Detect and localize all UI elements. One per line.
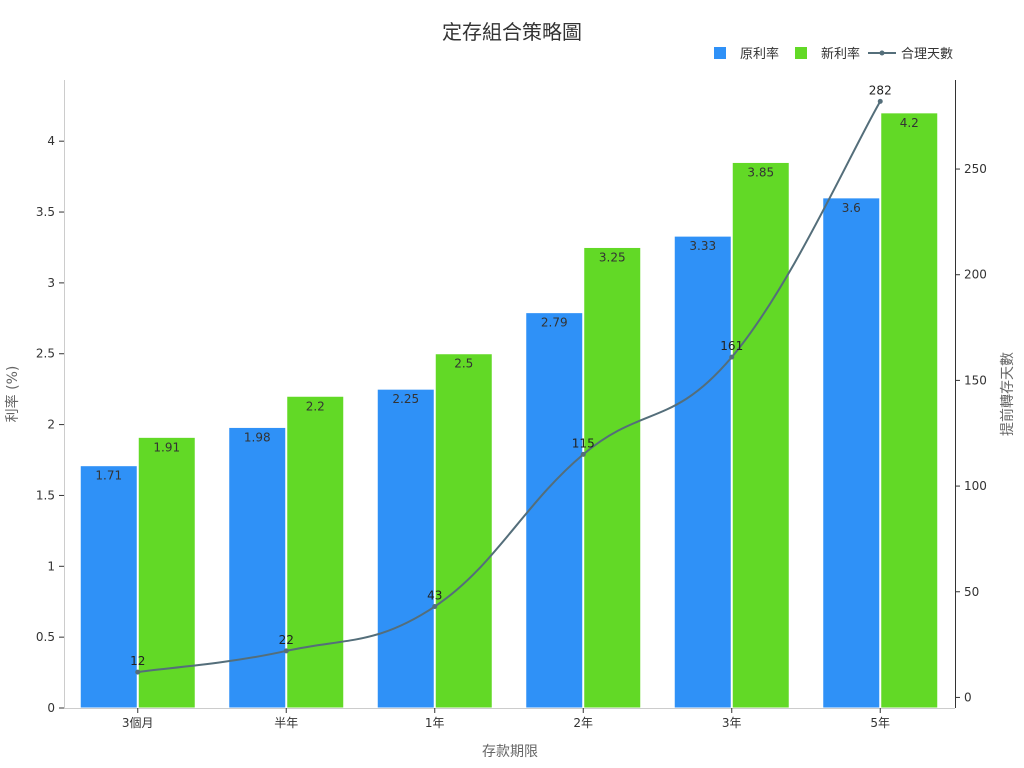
x-axis-title: 存款期限	[482, 744, 538, 760]
bar-original-rate	[228, 426, 287, 709]
line-value-label: 115	[572, 436, 595, 450]
line-value-label: 43	[427, 589, 442, 603]
bar-value-label: 4.2	[900, 116, 919, 130]
bar-original-rate	[525, 312, 584, 709]
y2-axis-title: 提前轉存天數	[999, 352, 1016, 436]
legend-line-marker	[879, 50, 885, 56]
bar-value-label: 1.71	[95, 469, 122, 483]
bar-original-rate	[376, 388, 435, 709]
bar-original-rate	[673, 235, 732, 709]
line-series: 12 22 43 115 161 282	[130, 83, 892, 675]
bar-new-rate	[286, 395, 345, 709]
legend-label: 新利率	[821, 46, 860, 62]
y-tick-label: 3	[47, 276, 55, 290]
legend-label: 原利率	[740, 46, 779, 62]
bar-value-label: 2.5	[454, 357, 473, 371]
bar-value-label: 3.25	[599, 250, 626, 264]
x-tick-label: 3年	[722, 716, 742, 730]
legend-swatch	[714, 47, 726, 59]
y2-tick-label: 200	[964, 268, 987, 282]
y-axis-title: 利率 (%)	[4, 366, 21, 423]
line-point	[729, 354, 735, 360]
y2-tick-label: 250	[964, 162, 987, 176]
y-tick-label: 4	[47, 134, 55, 148]
bar-new-rate	[880, 112, 939, 709]
x-ticks: 3個月 半年 1年 2年 3年 5年	[122, 708, 890, 730]
axes	[64, 80, 956, 709]
bar-new-rate	[434, 353, 493, 709]
line-value-label: 161	[720, 339, 743, 353]
y-tick-label: 1.5	[36, 488, 55, 502]
chart-title: 定存組合策略圖	[442, 20, 582, 44]
line-value-label: 282	[869, 83, 892, 97]
x-tick-label: 5年	[870, 716, 890, 730]
line-point	[135, 669, 141, 675]
bar-value-label: 3.6	[842, 201, 861, 215]
legend: 原利率 新利率 合理天數	[714, 46, 953, 62]
bars	[79, 112, 939, 709]
y2-tick-label: 0	[964, 690, 972, 704]
line-point	[580, 451, 586, 457]
y2-tick-label: 150	[964, 373, 987, 387]
y-tick-label: 0.5	[36, 630, 55, 644]
bar-original-rate	[79, 465, 138, 709]
y2-tick-label: 100	[964, 479, 987, 493]
y-tick-label: 2.5	[36, 347, 55, 361]
y-tick-label: 3.5	[36, 205, 55, 219]
y2-tick-label: 50	[964, 585, 979, 599]
bar-original-rate	[822, 197, 881, 709]
line-point	[283, 648, 289, 654]
y2-ticks: 0 50 100 150 200 250	[955, 162, 987, 704]
y-ticks: 0 0.5 1 1.5 2 2.5 3 3.5 4	[36, 134, 64, 715]
bar-new-rate	[583, 246, 642, 709]
bar-value-label: 1.98	[244, 430, 271, 444]
x-tick-label: 半年	[274, 716, 298, 730]
bar-value-label: 1.91	[153, 440, 180, 454]
y-tick-label: 2	[47, 418, 55, 432]
bar-value-label: 2.79	[541, 316, 568, 330]
line-value-label: 12	[130, 654, 145, 668]
bar-new-rate	[731, 161, 790, 709]
bar-value-label: 2.25	[392, 392, 419, 406]
legend-swatch	[795, 47, 807, 59]
bar-value-label: 3.85	[747, 165, 774, 179]
x-tick-label: 3個月	[122, 716, 154, 730]
bar-value-label: 3.33	[689, 239, 716, 253]
line-point	[877, 98, 883, 104]
line-value-label: 22	[279, 633, 294, 647]
x-tick-label: 1年	[425, 716, 445, 730]
y-tick-label: 1	[47, 559, 55, 573]
bar-value-label: 2.2	[306, 399, 325, 413]
x-tick-label: 2年	[573, 716, 593, 730]
line-point	[432, 604, 438, 610]
legend-label: 合理天數	[901, 47, 953, 62]
y-tick-label: 0	[47, 701, 55, 715]
bar-labels: 1.71 1.98 2.25 2.79 3.33 3.6 1.91 2.2 2.5 3.25 3.8…	[95, 116, 918, 483]
